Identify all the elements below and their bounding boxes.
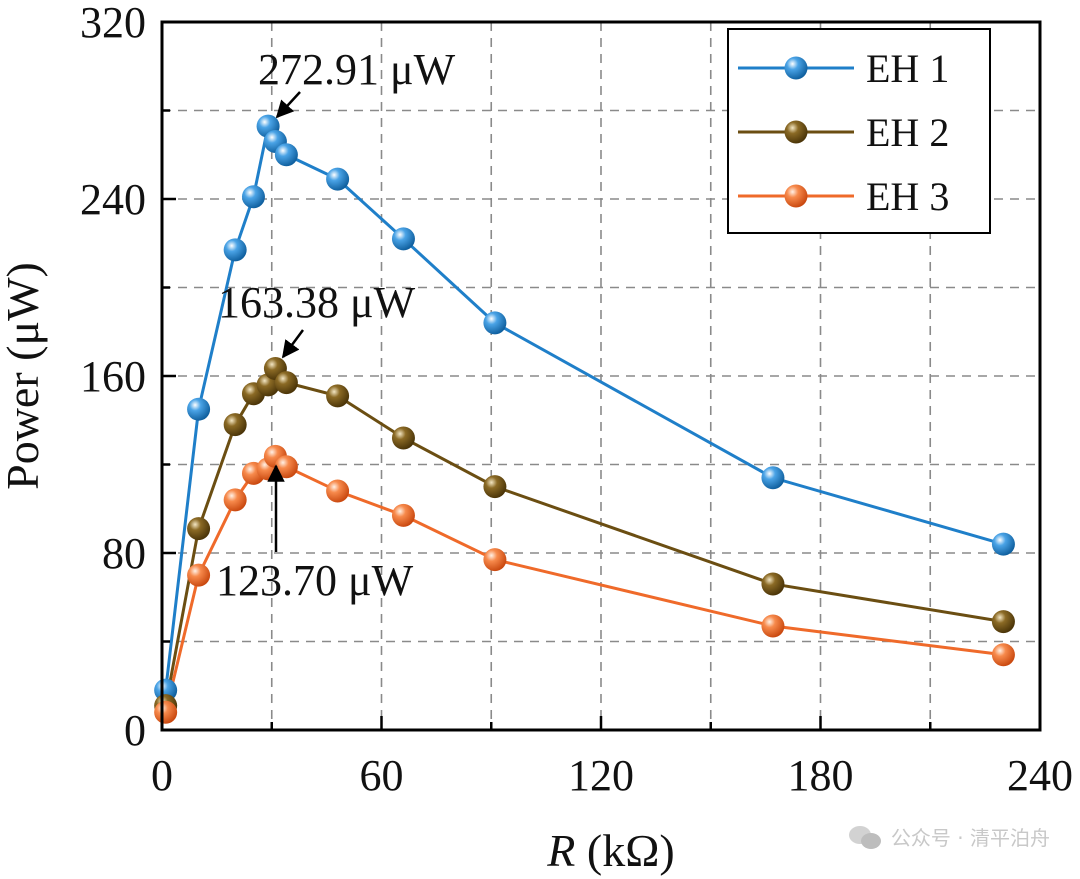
- x-tick-label: 0: [151, 751, 173, 800]
- data-point-eh2: [991, 610, 1015, 634]
- legend-box: [727, 28, 991, 234]
- x-tick-label: 180: [788, 751, 854, 800]
- y-tick-label: 0: [124, 706, 146, 755]
- annotation-label: 123.70 μW: [216, 556, 414, 605]
- data-point-eh3: [483, 548, 507, 572]
- annotation-arrow: [275, 91, 301, 119]
- data-point-eh3: [223, 488, 247, 512]
- data-point-eh1: [223, 238, 247, 262]
- x-tick-label: 60: [360, 751, 404, 800]
- legend-marker: [784, 120, 808, 144]
- data-point-eh1: [483, 311, 507, 335]
- y-tick-label: 160: [80, 352, 146, 401]
- annotation-label: 272.91 μW: [258, 45, 456, 94]
- watermark-text: 公众号 · 清平泊舟: [890, 826, 1050, 850]
- x-axis-title: R (kΩ): [546, 825, 674, 876]
- data-point-eh1: [326, 167, 350, 191]
- x-tick-label: 120: [568, 751, 634, 800]
- data-point-eh3: [274, 455, 298, 479]
- series-line-eh2: [164, 365, 1004, 706]
- legend-label: EH 1: [866, 46, 949, 91]
- data-point-eh3: [391, 503, 415, 527]
- data-point-eh2: [483, 475, 507, 499]
- data-point-eh3: [991, 643, 1015, 667]
- wechat-icon: [848, 824, 883, 850]
- series-layer: [154, 114, 1015, 724]
- data-point-eh1: [274, 143, 298, 167]
- y-tick-label: 80: [102, 529, 146, 578]
- tick-labels: 0 60 120 180 240 0 80 160 240 320: [80, 0, 1073, 800]
- x-axis-title-unit: (kΩ): [575, 825, 674, 876]
- data-point-eh1: [991, 532, 1015, 556]
- plot-frame: [160, 20, 1042, 732]
- data-point-eh2: [326, 384, 350, 408]
- legend-label: EH 2: [866, 110, 949, 155]
- legend: EH 1 EH 2 EH 3: [727, 28, 991, 234]
- x-tick-label: 240: [1007, 751, 1073, 800]
- grid: [162, 22, 1040, 730]
- data-point-eh1: [187, 397, 211, 421]
- data-point-eh2: [274, 371, 298, 395]
- legend-marker: [784, 56, 808, 80]
- data-point-eh3: [326, 479, 350, 503]
- watermark: 公众号 · 清平泊舟: [848, 822, 1050, 851]
- data-point-eh3: [187, 563, 211, 587]
- data-point-eh2: [223, 413, 247, 437]
- data-point-eh3: [761, 614, 785, 638]
- data-point-eh1: [391, 227, 415, 251]
- y-tick-label: 320: [80, 0, 146, 47]
- annotation-label: 163.38 μW: [218, 278, 416, 327]
- data-point-eh3: [154, 700, 178, 724]
- y-axis-title: Power (μW): [0, 262, 48, 490]
- data-point-eh2: [187, 517, 211, 541]
- annotation-arrow: [281, 329, 305, 359]
- y-tick-label: 240: [80, 175, 146, 224]
- legend-label: EH 3: [866, 174, 949, 219]
- legend-marker: [784, 184, 808, 208]
- x-axis-title-variable: R: [546, 825, 575, 876]
- annotations: 272.91 μW 163.38 μW 123.70 μW: [216, 45, 456, 605]
- data-point-eh2: [761, 572, 785, 596]
- data-point-eh2: [391, 426, 415, 450]
- data-point-eh1: [241, 185, 265, 209]
- data-point-eh1: [761, 466, 785, 490]
